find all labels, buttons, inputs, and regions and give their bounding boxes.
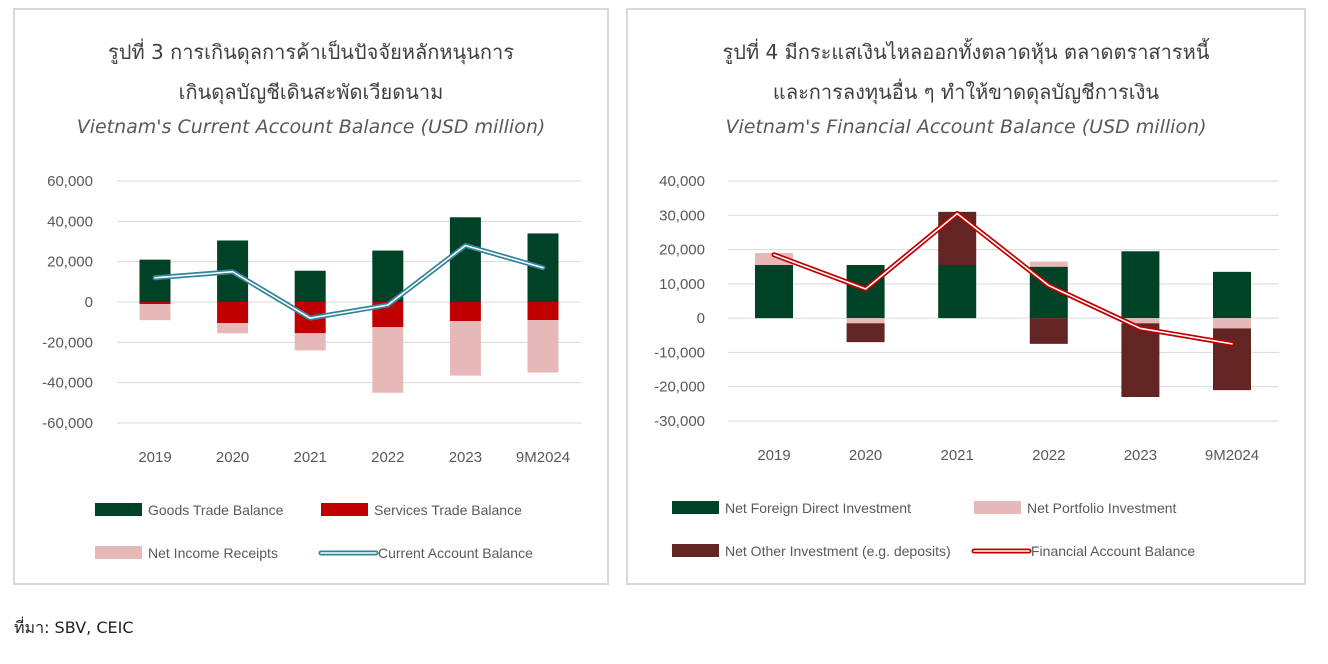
bar-net-foreign-direct-investment (846, 265, 885, 319)
bar-net-other-investment-e-g-deposits (1029, 318, 1068, 344)
current-account-chart: 60,000 40,000 20,000 0 -20,000 -40,000 -60,000… (42, 173, 581, 561)
bar-net-other-investment-e-g-deposits (1121, 323, 1160, 397)
x-tick-label: 2020 (849, 447, 882, 464)
y-tick-label: 10,000 (659, 276, 705, 293)
bar-services-trade-balance (449, 302, 481, 322)
bar-net-portfolio-investment (846, 318, 885, 324)
y-tick-label: -20,000 (654, 379, 705, 396)
x-tick-label: 2023 (449, 449, 482, 466)
bar-goods-trade-balance (139, 259, 171, 302)
bar-services-trade-balance (527, 302, 559, 321)
legend-swatch (321, 503, 368, 516)
y-tick-label: -40,000 (42, 375, 93, 392)
line-current-account-balance-inner (154, 244, 544, 319)
legend-label: Net Income Receipts (148, 545, 278, 561)
y-tick-label: -30,000 (654, 413, 705, 430)
chart-title-thai-line1: รูปที่ 3 การเกินดุลการค้าเป็นปัจจัยหลักห… (108, 40, 514, 64)
legend-swatch (672, 501, 719, 514)
legend-swatch (95, 546, 142, 559)
y-tick-label: 30,000 (659, 207, 705, 224)
x-tick-label: 2019 (757, 447, 790, 464)
bar-net-income-receipts (527, 320, 559, 373)
x-tick-label: 2021 (294, 449, 327, 466)
bar-net-portfolio-investment (1121, 318, 1160, 324)
y-tick-label: -60,000 (42, 415, 93, 432)
bar-services-trade-balance (217, 302, 249, 324)
current-account-chart-panel: รูปที่ 3 การเกินดุลการค้าเป็นปัจจัยหลักห… (13, 8, 609, 585)
legend-label: Net Foreign Direct Investment (725, 500, 911, 516)
bar-net-other-investment-e-g-deposits (846, 323, 885, 343)
y-tick-label: 0 (697, 310, 705, 327)
chart-title-thai-line2: เกินดุลบัญชีเดินสะพัดเวียดนาม (178, 80, 444, 104)
x-tick-label: 2022 (371, 449, 404, 466)
legend-swatch (974, 501, 1021, 514)
financial-account-chart-panel: รูปที่ 4 มีกระแสเงินไหลออกทั้งตลาดหุ้น ต… (626, 8, 1306, 585)
y-tick-label: 20,000 (659, 242, 705, 259)
y-tick-label: 20,000 (47, 254, 93, 271)
bar-net-income-receipts (139, 304, 171, 321)
bar-goods-trade-balance (294, 270, 326, 302)
chart-title-thai-line1: รูปที่ 4 มีกระแสเงินไหลออกทั้งตลาดหุ้น ต… (722, 40, 1210, 64)
y-tick-label: 60,000 (47, 173, 93, 190)
x-tick-label: 9M2024 (1205, 447, 1259, 464)
bar-net-income-receipts (294, 333, 326, 351)
x-tick-label: 2023 (1124, 447, 1157, 464)
y-tick-label: 0 (85, 294, 93, 311)
bar-net-foreign-direct-investment (755, 265, 793, 319)
bar-net-other-investment-e-g-deposits (1213, 328, 1251, 391)
bar-net-foreign-direct-investment (1121, 251, 1160, 319)
bar-net-portfolio-investment (1029, 261, 1068, 267)
bar-net-foreign-direct-investment (938, 265, 977, 319)
bar-net-foreign-direct-investment (1213, 271, 1251, 319)
legend-label: Net Other Investment (e.g. deposits) (725, 543, 951, 559)
y-tick-label: 40,000 (659, 173, 705, 190)
bar-goods-trade-balance (372, 250, 404, 302)
y-tick-label: -20,000 (42, 334, 93, 351)
chart-title: Vietnam's Current Account Balance (USD m… (76, 116, 546, 138)
y-tick-label: -10,000 (654, 344, 705, 361)
chart-title-thai-line2: และการลงทุนอื่น ๆ ทำให้ขาดดุลบัญชีการเงิ… (772, 80, 1160, 104)
source-note: ที่มา: SBV, CEIC (14, 618, 134, 637)
bar-services-trade-balance (139, 302, 171, 305)
bar-net-other-investment-e-g-deposits (938, 211, 977, 265)
x-tick-label: 2020 (216, 449, 249, 466)
line-financial-account-balance (771, 211, 1235, 347)
x-tick-label: 2021 (941, 447, 974, 464)
bar-net-portfolio-investment (1213, 318, 1251, 329)
x-tick-label: 2022 (1032, 447, 1065, 464)
chart-title: Vietnam's Financial Account Balance (USD… (725, 116, 1207, 138)
legend-label: Goods Trade Balance (148, 502, 284, 518)
y-tick-label: 40,000 (47, 213, 93, 230)
x-tick-label: 9M2024 (516, 449, 570, 466)
bar-net-income-receipts (217, 323, 249, 334)
financial-account-chart: 40,000 30,000 20,000 10,000 0 -10,000 -20,000 -… (654, 173, 1279, 559)
legend-label: Net Portfolio Investment (1027, 500, 1177, 516)
line-financial-account-balance-inner (773, 212, 1233, 345)
legend-label: Services Trade Balance (374, 502, 522, 518)
bar-goods-trade-balance (449, 217, 481, 302)
line-current-account-balance (152, 243, 546, 321)
legend-swatch (672, 544, 719, 557)
legend-swatch (95, 503, 142, 516)
legend-label: Financial Account Balance (1031, 543, 1195, 559)
x-tick-label: 2019 (138, 449, 171, 466)
bar-net-income-receipts (449, 321, 481, 376)
bar-net-income-receipts (372, 327, 404, 393)
legend-label: Current Account Balance (378, 545, 533, 561)
